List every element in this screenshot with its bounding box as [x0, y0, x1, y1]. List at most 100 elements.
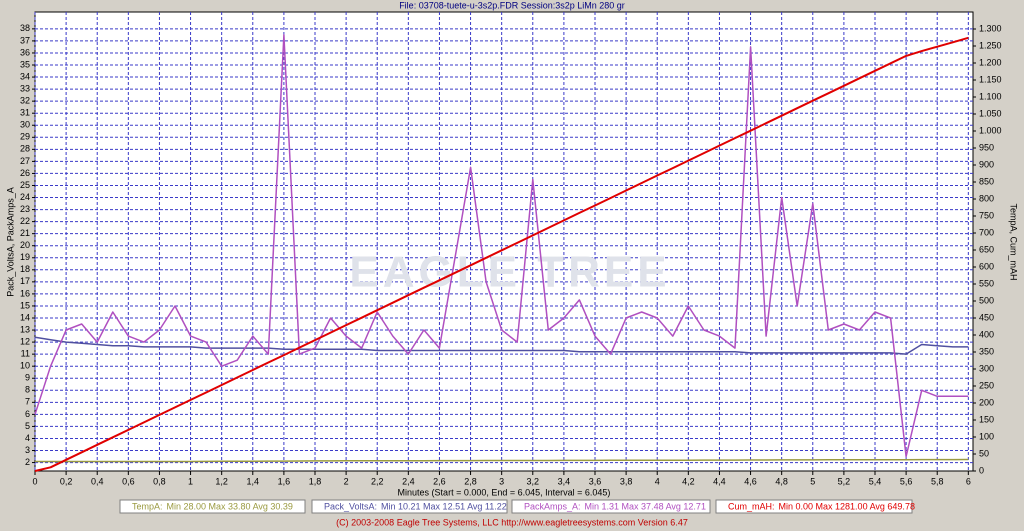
legend-label: TempA:	[132, 501, 163, 511]
y-tick-label: 4	[25, 433, 30, 443]
x-tick-label: 0,4	[91, 476, 104, 486]
y2-tick-label: 950	[979, 142, 994, 152]
y2-tick-label: 850	[979, 176, 994, 186]
y2-tick-label: 400	[979, 329, 994, 339]
y2-tick-label: 0	[979, 465, 984, 475]
legend-label: PackAmps_A:	[524, 501, 581, 511]
x-tick-label: 1,8	[309, 476, 322, 486]
y-tick-label: 9	[25, 373, 30, 383]
y-tick-label: 35	[20, 59, 30, 69]
x-tick-label: 0,8	[153, 476, 166, 486]
x-tick-label: 0,6	[122, 476, 135, 486]
legend-label: Cum_mAH:	[728, 501, 775, 511]
y-tick-label: 21	[20, 228, 30, 238]
footer: (C) 2003-2008 Eagle Tree Systems, LLC ht…	[336, 517, 688, 527]
x-tick-label: 2	[344, 476, 349, 486]
y-tick-label: 28	[20, 144, 30, 154]
y2-tick-label: 550	[979, 278, 994, 288]
y-tick-label: 23	[20, 204, 30, 214]
y-tick-label: 8	[25, 385, 30, 395]
y2-tick-label: 500	[979, 295, 994, 305]
y2-tick-label: 200	[979, 397, 994, 407]
x-axis-label: Minutes (Start = 0.000, End = 6.045, Int…	[398, 487, 611, 497]
y2-tick-label: 750	[979, 210, 994, 220]
y2-tick-label: 1.000	[979, 125, 1002, 135]
y-tick-label: 29	[20, 132, 30, 142]
y2-tick-label: 50	[979, 448, 989, 458]
y2-tick-label: 100	[979, 431, 994, 441]
chart-title: File: 03708-tuete-u-3s2p.FDR Session:3s2…	[399, 0, 625, 10]
y-tick-label: 33	[20, 83, 30, 93]
y-tick-label: 10	[20, 361, 30, 371]
x-tick-label: 2,2	[371, 476, 384, 486]
y-tick-label: 15	[20, 300, 30, 310]
y-tick-label: 6	[25, 409, 30, 419]
y-tick-label: 36	[20, 47, 30, 57]
x-tick-label: 5,8	[931, 476, 944, 486]
y2-tick-label: 150	[979, 414, 994, 424]
y-axis-label: Pack_VoltsA, PackAmps_A	[5, 187, 15, 297]
y-tick-label: 19	[20, 252, 30, 262]
y2-tick-label: 1.050	[979, 108, 1002, 118]
y-tick-label: 38	[20, 23, 30, 33]
x-tick-label: 5,6	[900, 476, 913, 486]
y2-tick-label: 350	[979, 346, 994, 356]
chart: File: 03708-tuete-u-3s2p.FDR Session:3s2…	[0, 0, 1024, 531]
x-tick-label: 4,8	[775, 476, 788, 486]
x-tick-label: 5	[810, 476, 815, 486]
y-tick-label: 11	[21, 349, 30, 359]
y2-tick-label: 600	[979, 261, 994, 271]
y-tick-label: 5	[25, 421, 30, 431]
y-tick-label: 17	[20, 276, 30, 286]
y-tick-label: 31	[20, 108, 30, 118]
y-tick-label: 37	[20, 35, 30, 45]
legend-stats: Min 28.00 Max 33.80 Avg 30.39	[167, 501, 293, 511]
y-tick-label: 13	[20, 324, 30, 334]
x-tick-label: 0	[32, 476, 37, 486]
x-tick-label: 2,4	[402, 476, 415, 486]
y-tick-label: 24	[20, 192, 30, 202]
y2-tick-label: 1.100	[979, 91, 1002, 101]
x-tick-label: 1	[188, 476, 193, 486]
x-tick-label: 4	[655, 476, 660, 486]
y2-tick-label: 1.150	[979, 74, 1002, 84]
x-tick-label: 3,4	[558, 476, 571, 486]
y-tick-label: 34	[20, 71, 30, 81]
y-tick-label: 3	[25, 445, 30, 455]
x-tick-label: 1,4	[247, 476, 260, 486]
x-tick-label: 4,6	[744, 476, 757, 486]
y2-tick-label: 1.250	[979, 40, 1002, 50]
y2-axis-label: TempA, Cum_mAH	[1009, 203, 1019, 280]
y2-tick-label: 650	[979, 244, 994, 254]
x-tick-label: 3	[499, 476, 504, 486]
y2-tick-label: 450	[979, 312, 994, 322]
y-tick-label: 14	[20, 312, 30, 322]
y-tick-label: 26	[20, 168, 30, 178]
y2-tick-label: 1.200	[979, 57, 1002, 67]
y2-tick-label: 1.300	[979, 23, 1002, 33]
y-tick-label: 30	[20, 120, 30, 130]
x-tick-label: 3,2	[527, 476, 540, 486]
legend-stats: Min 10.21 Max 12.51 Avg 11.22	[381, 501, 507, 511]
y-tick-label: 22	[20, 216, 30, 226]
y-tick-label: 7	[25, 397, 30, 407]
y-tick-label: 16	[20, 288, 30, 298]
y2-tick-label: 700	[979, 227, 994, 237]
x-tick-label: 2,8	[464, 476, 477, 486]
x-tick-label: 4,4	[713, 476, 726, 486]
y-tick-label: 18	[20, 264, 30, 274]
y2-tick-label: 800	[979, 193, 994, 203]
x-tick-label: 0,2	[60, 476, 73, 486]
x-tick-label: 1,2	[215, 476, 228, 486]
y-tick-label: 32	[20, 96, 30, 106]
x-tick-label: 3,6	[589, 476, 602, 486]
y-tick-label: 25	[20, 180, 30, 190]
legend-stats: Min 0.00 Max 1281.00 Avg 649.78	[779, 501, 915, 511]
y-tick-label: 2	[25, 457, 30, 467]
x-tick-label: 5,4	[869, 476, 882, 486]
x-tick-label: 1,6	[278, 476, 291, 486]
y-tick-label: 27	[20, 156, 30, 166]
x-tick-label: 6	[966, 476, 971, 486]
x-tick-label: 2,6	[433, 476, 446, 486]
legend-label: Pack_VoltsA:	[324, 501, 377, 511]
